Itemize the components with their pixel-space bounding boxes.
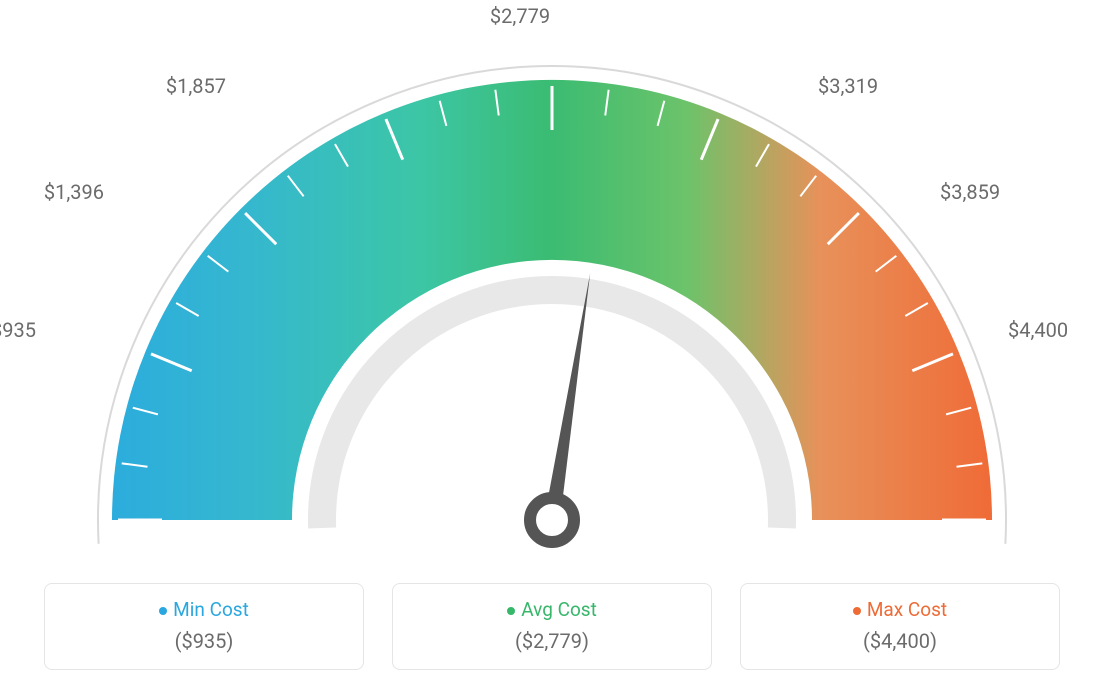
legend-title-text: Min Cost	[173, 598, 249, 621]
legend-value-max: ($4,400)	[751, 629, 1049, 653]
gauge-tick-label: $1,857	[166, 74, 226, 98]
legend-card-min: Min Cost ($935)	[44, 583, 364, 670]
legend-card-avg: Avg Cost ($2,779)	[392, 583, 712, 670]
gauge-tick-label: $935	[0, 318, 36, 342]
gauge-tick-label: $1,396	[44, 180, 104, 204]
legend-value-min: ($935)	[55, 629, 353, 653]
legend-title-min: Min Cost	[55, 598, 353, 621]
gauge-tick-label: $3,859	[940, 180, 1000, 204]
legend-title-avg: Avg Cost	[403, 598, 701, 621]
legend-title-text: Avg Cost	[521, 598, 597, 621]
cost-gauge-widget: $935 $1,396 $1,857 $2,779 $3,319 $3,859 $4,400…	[0, 0, 1104, 690]
legend-value-avg: ($2,779)	[403, 629, 701, 653]
legend-title-max: Max Cost	[751, 598, 1049, 621]
legend-card-max: Max Cost ($4,400)	[740, 583, 1060, 670]
dot-icon	[853, 607, 861, 615]
gauge-svg	[72, 30, 1032, 550]
dot-icon	[507, 607, 515, 615]
gauge-tick-label: $4,400	[1008, 318, 1068, 342]
gauge-tick-label: $2,779	[490, 4, 550, 28]
gauge-tick-label: $3,319	[818, 74, 878, 98]
gauge-area: $935 $1,396 $1,857 $2,779 $3,319 $3,859 $4,400	[0, 0, 1104, 560]
legend-row: Min Cost ($935) Avg Cost ($2,779) Max Co…	[0, 583, 1104, 670]
legend-title-text: Max Cost	[867, 598, 947, 621]
dot-icon	[159, 607, 167, 615]
